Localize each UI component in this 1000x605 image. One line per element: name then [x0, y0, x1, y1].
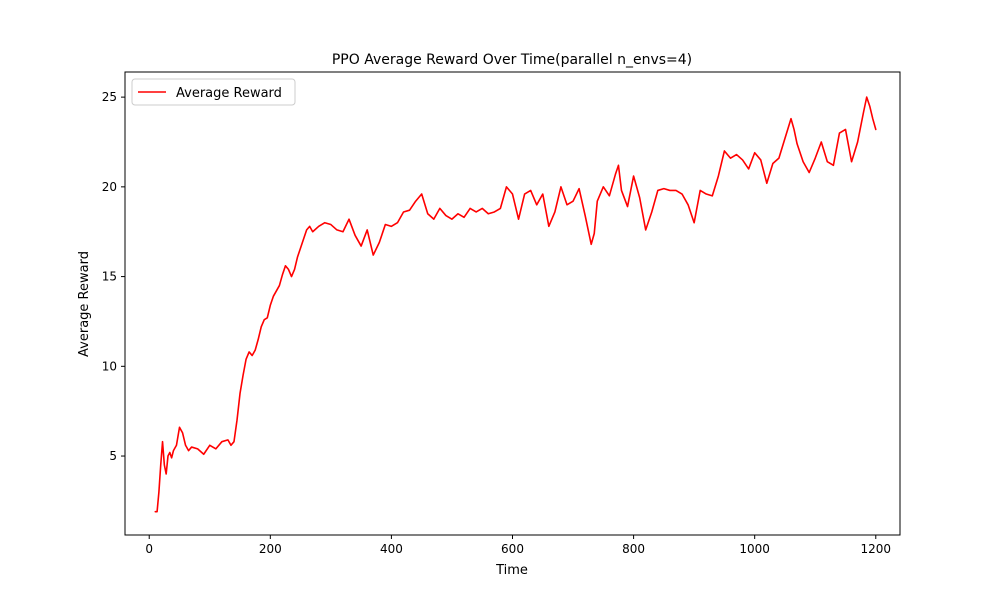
legend-label: Average Reward — [176, 86, 282, 101]
y-tick-label-4: 25 — [102, 90, 117, 104]
legend-box — [131, 78, 296, 106]
plot-area: 0 200 400 600 800 1000 1200 5 10 15 20 25 — [102, 71, 901, 556]
chart-title: PPO Average Reward Over Time(parallel n_… — [332, 52, 692, 68]
series-line-0 — [154, 96, 877, 513]
y-tick-label-2: 15 — [102, 270, 117, 284]
y-tick-label-3: 20 — [102, 180, 117, 194]
x-tick-label-0: 0 — [145, 542, 153, 556]
x-tick-label-4: 800 — [622, 542, 645, 556]
legend: Average Reward — [131, 78, 296, 106]
x-tick-label-1: 200 — [259, 542, 282, 556]
x-tick-label-3: 600 — [501, 542, 524, 556]
x-axis-label: Time — [495, 563, 528, 578]
x-tick-label-2: 400 — [380, 542, 403, 556]
y-axis-label: Average Reward — [77, 251, 92, 357]
x-tick-label-6: 1200 — [861, 542, 892, 556]
x-tick-label-5: 1000 — [739, 542, 770, 556]
y-tick-label-0: 5 — [109, 449, 117, 463]
y-tick-label-1: 10 — [102, 359, 117, 373]
